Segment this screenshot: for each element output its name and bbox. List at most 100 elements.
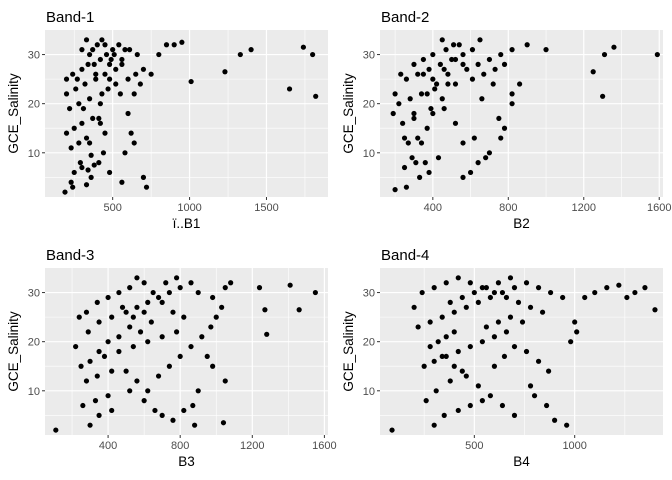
- data-point: [116, 42, 122, 48]
- data-point: [564, 422, 570, 428]
- data-point: [560, 294, 566, 301]
- data-point: [467, 402, 473, 409]
- data-point: [130, 314, 136, 320]
- data-point: [63, 91, 70, 97]
- data-point: [403, 76, 410, 82]
- data-point: [479, 339, 485, 345]
- data-point: [222, 285, 228, 291]
- data-point: [392, 187, 398, 193]
- data-point: [499, 289, 506, 296]
- panel-title: Band-1: [46, 9, 94, 26]
- data-point: [131, 91, 137, 97]
- data-point: [441, 105, 447, 112]
- data-point: [79, 66, 85, 72]
- data-point: [523, 348, 530, 355]
- data-point: [495, 280, 502, 286]
- data-point: [495, 319, 502, 325]
- data-point: [463, 373, 469, 379]
- data-point: [535, 285, 542, 291]
- data-point: [447, 299, 453, 305]
- data-point: [83, 378, 90, 384]
- data-point: [287, 282, 293, 288]
- data-point: [452, 81, 459, 87]
- data-point: [70, 184, 76, 190]
- data-point: [481, 71, 487, 77]
- panel-title: Band-2: [381, 9, 429, 26]
- data-point: [79, 164, 85, 171]
- data-point: [122, 47, 128, 53]
- data-point: [87, 422, 93, 428]
- data-point: [141, 309, 147, 315]
- data-point: [420, 56, 426, 63]
- data-point: [409, 155, 415, 161]
- data-point: [83, 182, 90, 188]
- data-point: [125, 76, 131, 82]
- data-point: [228, 280, 234, 286]
- data-point: [128, 130, 134, 136]
- data-point: [413, 160, 419, 166]
- x-tick-label: 800: [499, 202, 517, 214]
- data-point: [105, 339, 111, 345]
- data-point: [300, 44, 306, 50]
- data-point: [127, 388, 133, 394]
- data-point: [68, 145, 74, 151]
- data-point: [97, 56, 103, 63]
- data-point: [119, 304, 126, 310]
- data-point: [426, 66, 432, 72]
- data-point: [119, 179, 125, 185]
- data-point: [79, 120, 85, 126]
- data-point: [511, 343, 518, 350]
- data-point: [455, 407, 461, 414]
- data-point: [503, 329, 510, 335]
- data-point: [424, 91, 430, 97]
- data-point: [93, 76, 99, 82]
- data-point: [433, 388, 439, 394]
- data-point: [430, 110, 436, 117]
- data-point: [286, 86, 293, 92]
- data-point: [155, 294, 162, 301]
- data-point: [483, 324, 489, 330]
- data-point: [195, 289, 201, 296]
- data-point: [445, 71, 451, 77]
- data-point: [117, 91, 123, 97]
- data-point: [509, 101, 515, 107]
- y-axis-label: GCE_Salinity: [6, 311, 21, 392]
- data-point: [94, 42, 100, 48]
- data-point: [463, 304, 469, 310]
- data-point: [106, 61, 113, 67]
- data-point: [177, 353, 183, 360]
- data-point: [624, 294, 630, 301]
- data-point: [503, 294, 510, 301]
- data-point: [181, 314, 187, 320]
- data-point: [568, 339, 574, 345]
- data-point: [77, 160, 83, 166]
- y-tick-label: 10: [363, 148, 375, 160]
- data-point: [109, 368, 115, 374]
- data-point: [96, 348, 102, 355]
- data-point: [166, 289, 172, 296]
- data-point: [145, 388, 151, 394]
- data-point: [396, 101, 402, 107]
- x-axis-label: B4: [513, 454, 530, 469]
- data-point: [76, 314, 82, 320]
- data-point: [204, 353, 210, 360]
- data-point: [418, 91, 425, 97]
- data-point: [188, 280, 194, 286]
- data-point: [548, 289, 554, 296]
- y-tick-label: 30: [28, 288, 40, 300]
- data-point: [428, 105, 434, 112]
- data-point: [389, 427, 395, 433]
- x-tick-label: 1000: [177, 202, 201, 214]
- x-tick-label: 1200: [240, 440, 264, 452]
- data-point: [483, 285, 489, 291]
- data-point: [133, 71, 139, 77]
- data-point: [419, 289, 425, 296]
- data-point: [102, 71, 108, 77]
- data-point: [99, 37, 105, 43]
- x-tick-label: 1600: [647, 202, 671, 214]
- data-point: [141, 280, 147, 286]
- data-point: [143, 184, 150, 190]
- data-point: [420, 71, 426, 77]
- data-point: [88, 152, 94, 158]
